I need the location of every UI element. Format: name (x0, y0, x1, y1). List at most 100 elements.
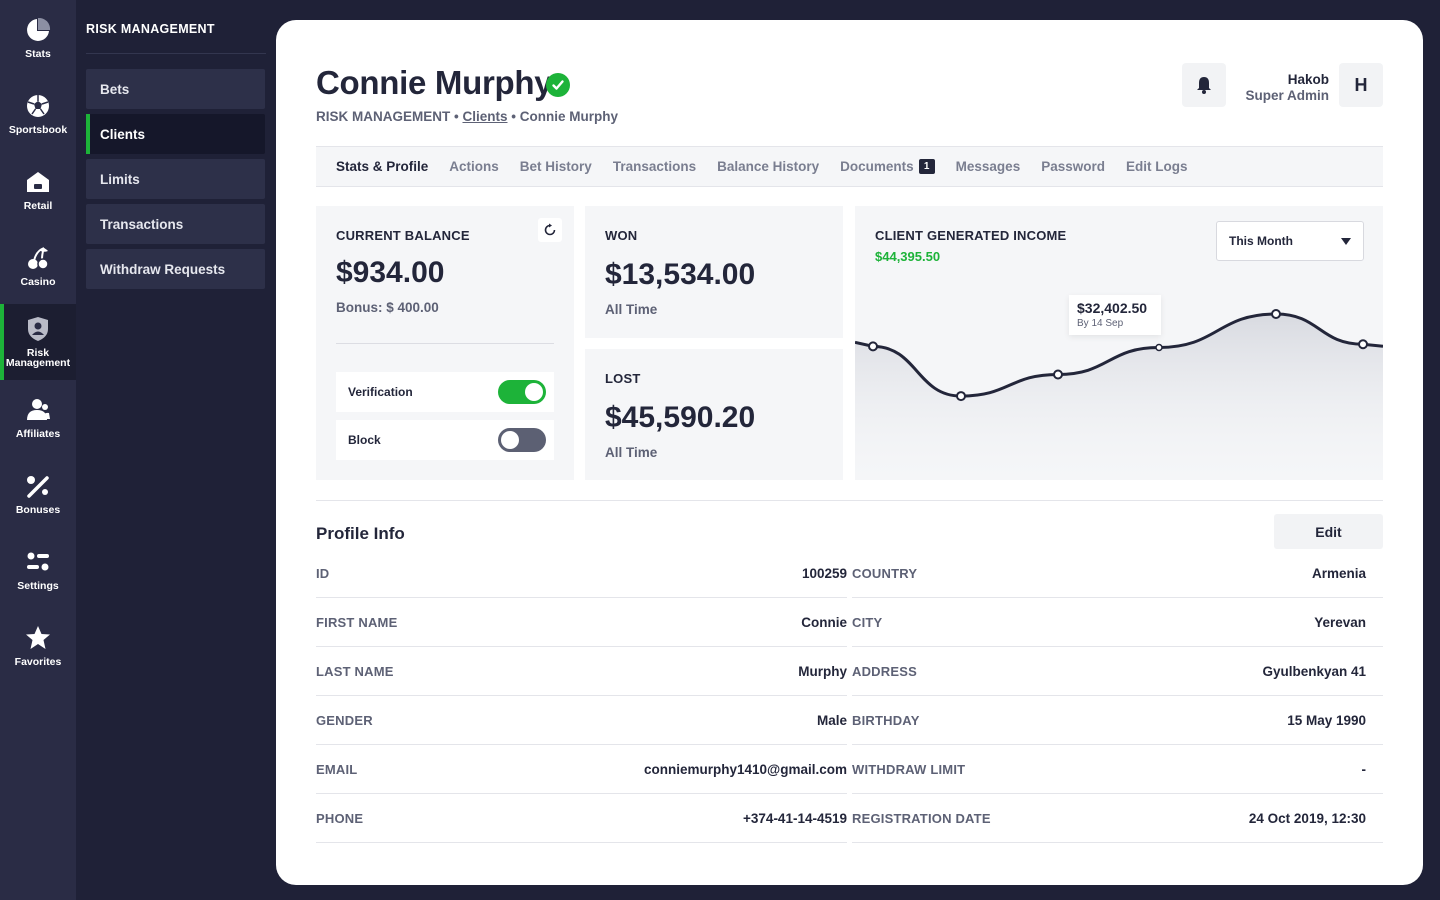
info-row-birthday: BIRTHDAY 15 May 1990 (852, 696, 1383, 745)
info-value: - (1361, 761, 1367, 777)
tab-documents[interactable]: Documents 1 (840, 159, 935, 174)
secondary-nav: RISK MANAGEMENT Bets Clients Limits Tran… (76, 0, 276, 900)
won-card: WON $13,534.00 All Time (585, 206, 843, 338)
info-key: ADDRESS (852, 663, 917, 679)
balance-amount: $934.00 (336, 256, 445, 289)
tab-stats-profile[interactable]: Stats & Profile (336, 159, 428, 174)
shield-user-icon (28, 317, 48, 341)
info-value: Connie (801, 614, 847, 630)
info-key: WITHDRAW LIMIT (852, 761, 966, 777)
tab-label: Stats & Profile (336, 159, 429, 174)
rail-item-affiliates[interactable]: Affiliates (0, 380, 76, 456)
bonus-amount: Bonus: $ 400.00 (336, 300, 439, 315)
subnav-item-bets[interactable]: Bets (86, 69, 265, 109)
lost-card: LOST $45,590.20 All Time (585, 349, 843, 480)
soccer-ball-icon (27, 95, 49, 117)
tab-actions[interactable]: Actions (449, 159, 499, 174)
profile-right-column: COUNTRY Armenia CITY Yerevan ADDRESS Gyulbe… (852, 549, 1383, 843)
subnav-item-clients[interactable]: Clients (86, 114, 265, 154)
rail-item-casino[interactable]: Casino (0, 228, 76, 304)
rail-item-settings[interactable]: Settings (0, 532, 76, 608)
edit-button[interactable]: Edit (1274, 514, 1383, 549)
info-row-registration-date: REGISTRATION DATE 24 Oct 2019, 12:30 (852, 794, 1383, 843)
info-key: CITY (852, 614, 883, 630)
tab-messages[interactable]: Messages (956, 159, 1021, 174)
chart-points (868, 309, 1368, 402)
info-row-last-name: LAST NAME Murphy (316, 647, 847, 696)
rail-item-sportsbook[interactable]: Sportsbook (0, 76, 76, 152)
caret-down-icon (1341, 237, 1351, 245)
chart-point[interactable] (1053, 369, 1063, 380)
rail-item-favorites[interactable]: Favorites (0, 608, 76, 684)
info-row-email: EMAIL conniemurphy1410@gmail.com (316, 745, 847, 794)
block-label: Block (348, 433, 381, 447)
tooltip-date: By 14 Sep (1077, 318, 1124, 330)
tab-label: Messages (955, 159, 1021, 174)
verification-row: Verification (336, 372, 554, 412)
subnav-item-withdraw-requests[interactable]: Withdraw Requests (86, 249, 265, 289)
info-value: +374-41-14-4519 (743, 810, 847, 826)
info-value: Male (816, 712, 847, 728)
tab-transactions[interactable]: Transactions (613, 159, 696, 174)
rail-label: Sportsbook (8, 124, 68, 136)
verification-label: Verification (348, 385, 413, 399)
chart-point[interactable] (1271, 309, 1281, 319)
info-key: ID (316, 565, 330, 581)
notifications-button[interactable] (1182, 63, 1226, 107)
divider (336, 343, 554, 344)
rail-label: Retail (23, 200, 53, 212)
users-icon (27, 399, 50, 420)
period-select-value: This Month (1229, 234, 1293, 248)
rail-item-stats[interactable]: Stats (0, 0, 76, 76)
info-value: 15 May 1990 (1287, 712, 1366, 728)
rail-item-bonuses[interactable]: Bonuses (0, 456, 76, 532)
rail-label: Settings (17, 580, 59, 592)
pie-chart-icon (27, 17, 51, 41)
rail-label: Stats (25, 48, 51, 60)
subnav-item-transactions[interactable]: Transactions (86, 204, 265, 244)
info-row-gender: GENDER Male (316, 696, 847, 745)
info-value: conniemurphy1410@gmail.com (644, 761, 847, 777)
lost-label: LOST (605, 371, 641, 386)
period-select[interactable]: This Month (1216, 221, 1364, 261)
info-value: Gyulbenkyan 41 (1262, 663, 1366, 679)
refresh-button[interactable] (538, 218, 562, 242)
chart-point[interactable] (868, 341, 878, 352)
chart-point[interactable] (1358, 339, 1368, 350)
income-label: CLIENT GENERATED INCOME (875, 228, 1067, 243)
avatar[interactable]: H (1339, 63, 1383, 107)
verification-toggle[interactable] (498, 380, 546, 404)
income-chart (855, 309, 1383, 480)
cherries-icon (28, 247, 49, 270)
rail-label: Favorites (14, 656, 62, 668)
tab-label: Documents (840, 159, 914, 174)
breadcrumb-link-clients[interactable]: Clients (462, 109, 508, 124)
sliders-icon (27, 552, 49, 571)
tab-bet-history[interactable]: Bet History (520, 159, 592, 174)
info-value: 24 Oct 2019, 12:30 (1248, 810, 1366, 826)
toggle-knob (525, 383, 543, 401)
bell-icon (1197, 77, 1211, 94)
block-toggle[interactable] (498, 428, 546, 452)
tab-password[interactable]: Password (1041, 159, 1105, 174)
info-key: LAST NAME (316, 663, 394, 679)
lost-period: All Time (605, 445, 658, 460)
info-key: COUNTRY (852, 565, 918, 581)
tab-edit-logs[interactable]: Edit Logs (1126, 159, 1188, 174)
store-icon (27, 172, 49, 192)
icon-rail: Stats Sportsbook Retail Casino Risk (0, 0, 76, 900)
balance-card: CURRENT BALANCE $934.00 Bonus: $ 400.00 … (316, 206, 574, 480)
rail-item-risk-management[interactable]: Risk Management (0, 304, 76, 380)
documents-count-badge: 1 (918, 159, 935, 174)
won-label: WON (605, 228, 638, 243)
subnav-item-limits[interactable]: Limits (86, 159, 265, 199)
won-amount: $13,534.00 (605, 258, 756, 291)
tab-balance-history[interactable]: Balance History (717, 159, 819, 174)
chart-point[interactable] (1155, 343, 1163, 352)
refresh-icon (544, 223, 556, 236)
info-row-address: ADDRESS Gyulbenkyan 41 (852, 647, 1383, 696)
info-value: Murphy (798, 663, 847, 679)
main-panel: Connie Murphy RISK MANAGEMENT • Clients … (276, 20, 1423, 885)
chart-point[interactable] (956, 391, 966, 402)
rail-item-retail[interactable]: Retail (0, 152, 76, 228)
